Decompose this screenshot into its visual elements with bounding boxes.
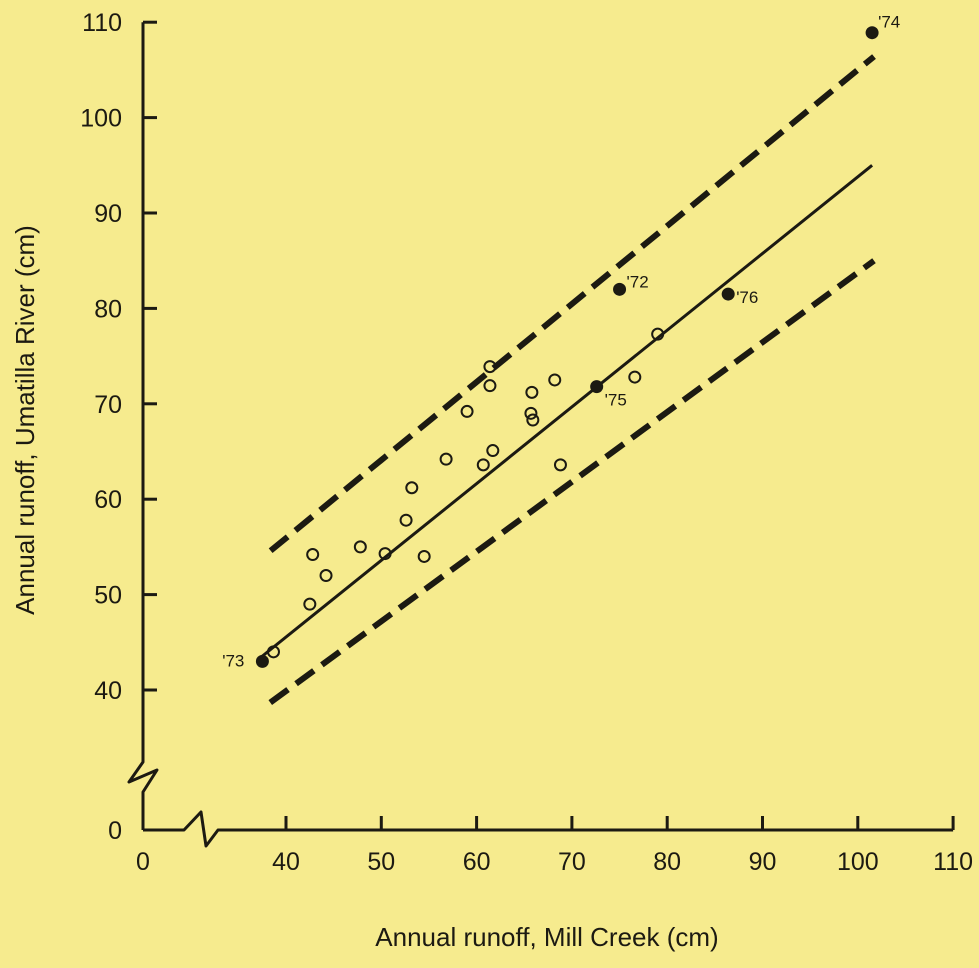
x-tick-label-110: 110 bbox=[933, 848, 973, 876]
point-labels: '73 '75 '72 '76 '74 bbox=[222, 13, 900, 671]
y-tick-label-80: 80 bbox=[94, 295, 122, 323]
open-point bbox=[439, 452, 453, 466]
open-point bbox=[524, 406, 538, 420]
open-point bbox=[548, 373, 562, 387]
y-axis-line bbox=[127, 22, 159, 830]
open-point bbox=[486, 444, 500, 458]
confidence-line-2 bbox=[268, 258, 876, 706]
open-point bbox=[553, 458, 567, 472]
point-label: '75 bbox=[605, 391, 627, 410]
open-point bbox=[353, 540, 367, 554]
x-tick-label-50: 50 bbox=[367, 848, 395, 876]
open-point bbox=[303, 597, 317, 611]
y-tick-label-40: 40 bbox=[94, 677, 122, 705]
open-point bbox=[306, 548, 320, 562]
y-tick-label-100: 100 bbox=[80, 105, 122, 133]
x-tick-label-60: 60 bbox=[463, 848, 491, 876]
filled-point bbox=[590, 380, 604, 394]
point-label: '73 bbox=[222, 651, 244, 670]
filled-point bbox=[255, 654, 269, 668]
x-tick-label-100: 100 bbox=[837, 848, 879, 876]
y-tick-label-90: 90 bbox=[94, 200, 122, 228]
axes bbox=[127, 20, 955, 848]
y-tick-label-110: 110 bbox=[82, 9, 122, 37]
open-point bbox=[483, 379, 497, 393]
regression-line bbox=[260, 164, 874, 658]
open-point bbox=[405, 481, 419, 495]
x-tick-label-0: 0 bbox=[136, 848, 150, 876]
x-tick-label-90: 90 bbox=[749, 848, 777, 876]
open-point bbox=[483, 360, 497, 374]
y-tick-label-50: 50 bbox=[94, 582, 122, 610]
filled-point bbox=[721, 287, 735, 301]
x-axis-line bbox=[143, 810, 954, 848]
y-tick-label-0: 0 bbox=[108, 817, 122, 845]
y-tick-label-60: 60 bbox=[94, 486, 122, 514]
open-point bbox=[399, 513, 413, 527]
open-point bbox=[319, 569, 333, 583]
tick-labels: 0 40 50 60 70 80 90 100 110 0 40 50 60 70 80 90 100 110 bbox=[80, 9, 973, 876]
x-tick-label-40: 40 bbox=[272, 848, 300, 876]
point-label: '74 bbox=[878, 13, 900, 32]
regression-lines bbox=[260, 54, 876, 706]
confidence-line-1 bbox=[268, 54, 876, 554]
filled-point bbox=[613, 282, 627, 296]
open-point bbox=[525, 385, 539, 399]
x-tick-label-70: 70 bbox=[558, 848, 586, 876]
y-axis-title: Annual runoff, Umatilla River (cm) bbox=[10, 225, 40, 615]
open-point bbox=[266, 645, 280, 659]
filled-point bbox=[865, 26, 879, 40]
open-point bbox=[526, 413, 540, 427]
point-label: '72 bbox=[627, 272, 649, 291]
point-label: '76 bbox=[736, 288, 758, 307]
open-point bbox=[460, 404, 474, 418]
open-point bbox=[476, 458, 490, 472]
open-point bbox=[417, 549, 431, 563]
x-axis-title: Annual runoff, Mill Creek (cm) bbox=[375, 922, 718, 952]
open-point bbox=[628, 370, 642, 384]
y-tick-label-70: 70 bbox=[94, 391, 122, 419]
data-points bbox=[255, 26, 879, 668]
x-tick-label-80: 80 bbox=[653, 848, 681, 876]
open-point bbox=[651, 327, 665, 341]
open-point bbox=[378, 547, 392, 561]
